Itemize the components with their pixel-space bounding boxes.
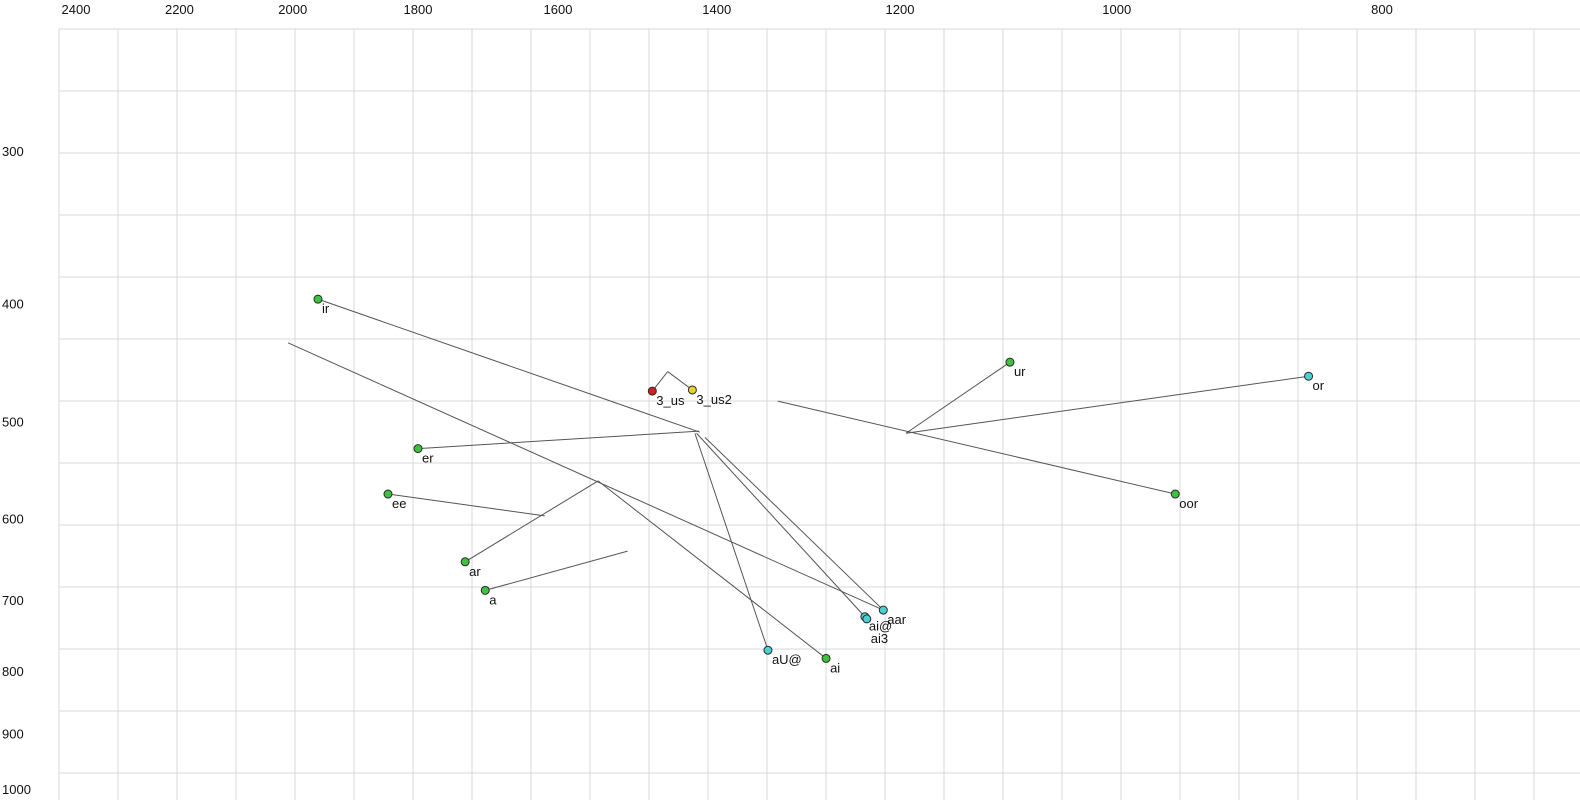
- trajectory-line: [905, 361, 1011, 434]
- y-tick-label: 500: [2, 415, 24, 430]
- trajectory-line: [694, 433, 769, 651]
- trajectory-line: [777, 400, 1176, 495]
- x-tick-label: 1000: [1102, 2, 1131, 17]
- trajectory-line: [485, 550, 628, 591]
- x-tick-label: 1800: [404, 2, 433, 17]
- vowel-point-label: aU@: [772, 652, 802, 667]
- vowel-point-label: 3_us2: [696, 392, 731, 407]
- vowel-point[interactable]: [480, 585, 490, 595]
- vowel-point-label: ee: [392, 496, 406, 511]
- vowel-point-label: ur: [1014, 364, 1026, 379]
- vowel-point[interactable]: [763, 645, 773, 655]
- vowel-point-label: ir: [322, 301, 330, 316]
- vowel-point-label: a: [489, 592, 497, 607]
- trajectory-line: [905, 375, 1309, 434]
- x-tick-label: 1200: [886, 2, 915, 17]
- vowel-point[interactable]: [383, 489, 393, 499]
- vowel-point-label: er: [422, 451, 434, 466]
- trajectory-line: [464, 480, 599, 563]
- trajectory-line: [317, 298, 701, 433]
- vowel-point-label: ar: [469, 564, 481, 579]
- y-tick-label: 400: [2, 296, 24, 311]
- vowel-point[interactable]: [687, 385, 697, 395]
- vowel-point-label: ai@: [869, 619, 892, 634]
- vowel-point-label: oor: [1179, 496, 1198, 511]
- y-tick-label: 600: [2, 511, 24, 526]
- x-tick-label: 1400: [702, 2, 731, 17]
- vowel-point[interactable]: [1005, 357, 1015, 367]
- vowel-point[interactable]: [647, 386, 657, 396]
- y-tick-label: 700: [2, 593, 24, 608]
- vowel-point[interactable]: [862, 614, 872, 624]
- trajectory-line: [387, 493, 545, 517]
- vowel-point[interactable]: [1304, 371, 1314, 381]
- vowel-point[interactable]: [313, 294, 323, 304]
- x-tick-label: 800: [1371, 2, 1393, 17]
- trajectory-line: [704, 437, 884, 611]
- trajectory-line: [287, 342, 884, 611]
- trajectory-line: [667, 371, 693, 391]
- vowel-point-label: aar: [887, 612, 906, 627]
- y-tick-label: 1000: [2, 782, 31, 797]
- vowel-point[interactable]: [878, 605, 888, 615]
- vowel-point[interactable]: [460, 557, 470, 567]
- vowel-point[interactable]: [1170, 489, 1180, 499]
- vowel-point-label: or: [1313, 378, 1325, 393]
- y-tick-label: 300: [2, 144, 24, 159]
- x-tick-label: 2000: [278, 2, 307, 17]
- vowel-point-label: ai: [830, 660, 840, 675]
- x-tick-label: 2200: [165, 2, 194, 17]
- x-tick-label: 2400: [62, 2, 91, 17]
- vowel-point-label: ai3: [871, 631, 888, 646]
- vowel-point[interactable]: [413, 444, 423, 454]
- trajectory-line: [417, 430, 700, 450]
- x-tick-label: 1600: [544, 2, 573, 17]
- vowel-point[interactable]: [821, 653, 831, 663]
- trajectory-line: [597, 480, 827, 659]
- y-tick-label: 800: [2, 664, 24, 679]
- trajectory-line: [696, 432, 866, 618]
- y-tick-label: 900: [2, 726, 24, 741]
- vowel-point-label: 3_us: [656, 393, 685, 408]
